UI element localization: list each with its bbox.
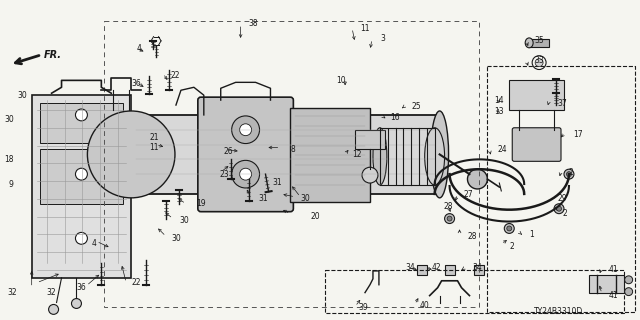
Bar xyxy=(325,270,624,313)
Circle shape xyxy=(566,172,572,177)
Circle shape xyxy=(564,169,574,179)
FancyBboxPatch shape xyxy=(198,97,293,212)
Text: 39: 39 xyxy=(358,303,368,312)
Bar xyxy=(32,95,131,278)
Ellipse shape xyxy=(373,128,387,185)
Bar xyxy=(291,108,370,202)
Text: 30: 30 xyxy=(179,216,189,225)
Circle shape xyxy=(625,288,633,296)
Text: 10: 10 xyxy=(337,76,346,85)
Bar xyxy=(589,275,624,292)
Circle shape xyxy=(88,111,175,198)
Circle shape xyxy=(72,299,81,308)
Circle shape xyxy=(239,124,252,136)
Ellipse shape xyxy=(525,38,533,48)
Text: 14: 14 xyxy=(495,96,504,105)
Ellipse shape xyxy=(425,128,445,185)
Text: 31: 31 xyxy=(259,194,268,203)
Text: 8: 8 xyxy=(291,145,295,154)
Circle shape xyxy=(239,168,252,180)
Text: 13: 13 xyxy=(495,108,504,116)
Bar xyxy=(417,265,427,275)
Text: 36: 36 xyxy=(77,283,86,292)
Bar xyxy=(445,265,454,275)
Bar xyxy=(488,66,635,312)
Text: 32: 32 xyxy=(47,288,56,297)
Text: 4: 4 xyxy=(92,239,97,248)
Text: 21: 21 xyxy=(150,133,159,142)
Bar xyxy=(474,265,484,275)
Text: 34: 34 xyxy=(472,263,482,272)
Text: FR.: FR. xyxy=(44,50,61,60)
Text: 22: 22 xyxy=(171,71,180,80)
Text: 34: 34 xyxy=(405,263,415,272)
Text: 38: 38 xyxy=(248,19,258,28)
Circle shape xyxy=(535,59,543,67)
Circle shape xyxy=(554,204,564,214)
Text: 36: 36 xyxy=(131,79,141,88)
Text: 16: 16 xyxy=(390,113,399,122)
Text: 24: 24 xyxy=(497,145,507,154)
Ellipse shape xyxy=(431,111,449,198)
Bar xyxy=(355,130,385,149)
Bar xyxy=(40,103,124,143)
Circle shape xyxy=(49,304,58,314)
Text: 11: 11 xyxy=(150,143,159,152)
Text: 40: 40 xyxy=(420,301,429,310)
Circle shape xyxy=(76,168,88,180)
Text: 29: 29 xyxy=(557,194,566,203)
Bar xyxy=(40,149,124,204)
Circle shape xyxy=(467,169,488,189)
Text: 20: 20 xyxy=(310,212,320,221)
Text: TY24B3310D: TY24B3310D xyxy=(534,308,584,316)
FancyBboxPatch shape xyxy=(512,128,561,161)
Text: 33: 33 xyxy=(534,56,544,65)
Text: 1: 1 xyxy=(529,230,534,239)
Circle shape xyxy=(232,160,260,188)
Text: 30: 30 xyxy=(17,91,27,100)
Circle shape xyxy=(232,116,260,144)
Text: 22: 22 xyxy=(131,278,141,287)
Text: 9: 9 xyxy=(9,180,14,188)
Text: 2: 2 xyxy=(563,209,568,218)
Text: 26: 26 xyxy=(223,147,233,156)
Bar xyxy=(131,115,440,194)
Text: 42: 42 xyxy=(431,263,442,272)
Circle shape xyxy=(76,232,88,244)
Circle shape xyxy=(362,167,378,183)
Circle shape xyxy=(445,214,454,224)
Text: 30: 30 xyxy=(171,234,180,243)
Text: 11: 11 xyxy=(360,24,369,33)
Text: 28: 28 xyxy=(443,202,452,211)
Text: 3: 3 xyxy=(380,35,385,44)
Text: 2: 2 xyxy=(569,168,573,177)
Circle shape xyxy=(625,276,633,284)
Text: 41: 41 xyxy=(609,265,618,275)
Text: 19: 19 xyxy=(196,199,205,208)
Text: 18: 18 xyxy=(4,155,14,164)
Text: 32: 32 xyxy=(7,288,17,297)
Circle shape xyxy=(557,206,561,211)
Text: 28: 28 xyxy=(467,232,477,241)
Text: 12: 12 xyxy=(352,150,362,159)
Bar xyxy=(104,21,479,308)
Text: 4: 4 xyxy=(136,44,141,53)
Text: 17: 17 xyxy=(573,130,582,139)
Text: 41: 41 xyxy=(609,291,618,300)
Text: 2: 2 xyxy=(509,242,514,251)
Text: 31: 31 xyxy=(273,178,282,187)
Text: 30: 30 xyxy=(300,194,310,203)
Text: 35: 35 xyxy=(534,36,544,45)
Bar xyxy=(529,39,549,47)
Text: 23: 23 xyxy=(219,170,228,179)
Text: 30: 30 xyxy=(4,115,14,124)
Text: 25: 25 xyxy=(412,101,421,110)
Bar xyxy=(509,80,564,110)
Circle shape xyxy=(507,226,512,231)
Text: 37: 37 xyxy=(557,99,567,108)
Circle shape xyxy=(76,109,88,121)
Circle shape xyxy=(447,216,452,221)
Text: 27: 27 xyxy=(463,190,473,199)
Circle shape xyxy=(504,224,515,233)
